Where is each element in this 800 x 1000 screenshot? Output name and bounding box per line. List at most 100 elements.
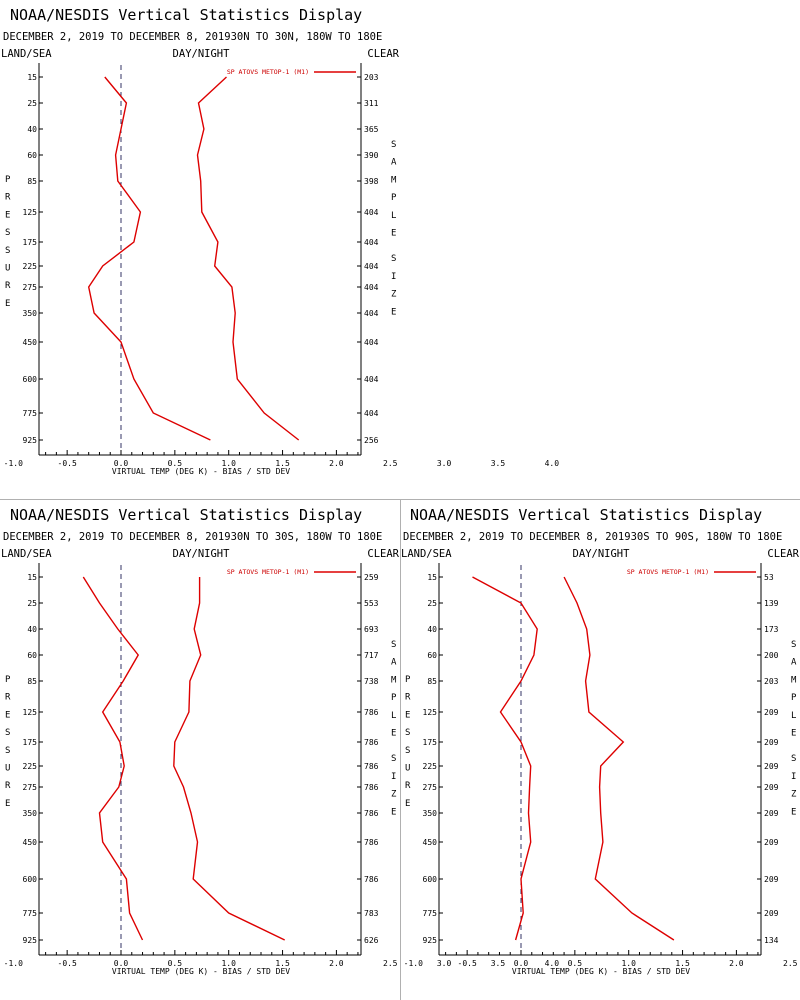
land-sea-label: LAND/SEA — [1, 48, 52, 60]
sample-size-label: 717 — [364, 651, 379, 660]
sample-size-axis-letter: E — [391, 729, 396, 739]
x-tick-label: 4.0 — [545, 959, 560, 968]
day-night-label: DAY/NIGHT — [173, 48, 231, 60]
sample-size-axis-letter: E — [391, 307, 396, 317]
sample-size-label: 209 — [764, 838, 779, 847]
sample-size-axis-letter: S — [391, 140, 396, 150]
sample-size-label: 783 — [364, 909, 379, 918]
x-tick-label: 2.0 — [729, 959, 744, 968]
x-tick-label: 1.0 — [221, 459, 236, 468]
x-tick-label: -1.0 — [404, 959, 423, 968]
x-tick-label: 3.0 — [437, 959, 452, 968]
std-dev-curve — [563, 576, 675, 941]
pressure-axis-letter: S — [405, 746, 410, 756]
pressure-tick-label: 85 — [27, 177, 37, 186]
clear-label: CLEAR — [367, 48, 399, 60]
pressure-tick-label: 25 — [27, 599, 37, 608]
sample-size-label: 200 — [764, 651, 779, 660]
pressure-tick-label: 225 — [423, 762, 438, 771]
sample-size-label: 404 — [364, 283, 379, 292]
legend-label: SP ATOVS METOP-1 (M1) — [227, 68, 309, 76]
pressure-axis-letter: U — [405, 764, 410, 774]
sample-size-label: 693 — [364, 625, 379, 634]
sample-size-axis-letter: M — [391, 675, 397, 685]
chart-subtitle: DECEMBER 2, 2019 TO DECEMBER 8, 201930S … — [403, 531, 782, 543]
sample-size-axis-letter: E — [391, 807, 396, 817]
x-tick-label: 1.5 — [675, 959, 690, 968]
pressure-tick-label: 450 — [23, 338, 38, 347]
pressure-tick-label: 60 — [27, 651, 37, 660]
x-tick-label: 2.0 — [329, 959, 344, 968]
std-dev-curve — [173, 577, 286, 941]
sample-size-axis-letter: S — [391, 640, 396, 650]
pressure-tick-label: 275 — [23, 283, 38, 292]
pressure-tick-label: 350 — [423, 809, 438, 818]
pressure-axis-letter: S — [5, 746, 10, 756]
sample-size-label: 404 — [364, 375, 379, 384]
pressure-tick-label: 925 — [23, 436, 38, 445]
pressure-axis-letter: E — [405, 710, 410, 720]
bias-curve — [82, 576, 144, 941]
pressure-tick-label: 350 — [23, 309, 38, 318]
sample-size-axis-letter: E — [391, 229, 396, 239]
pressure-axis-letter: U — [5, 264, 10, 274]
chart-title: NOAA/NESDIS Vertical Statistics Display — [410, 506, 762, 524]
sample-size-label: 553 — [364, 599, 379, 608]
sample-size-label: 786 — [364, 708, 379, 717]
chart-panel-1: NOAA/NESDIS Vertical Statistics Display D… — [1, 6, 559, 476]
pressure-tick-label: 25 — [27, 99, 37, 108]
sample-size-label: 139 — [764, 599, 779, 608]
day-night-label: DAY/NIGHT — [173, 548, 231, 560]
pressure-tick-label: 60 — [427, 651, 437, 660]
x-tick-label: 0.5 — [168, 459, 183, 468]
sample-size-axis-letter: L — [791, 711, 796, 721]
pressure-axis-letter: R — [5, 781, 11, 791]
x-tick-label: 4.0 — [545, 459, 560, 468]
pressure-axis-letter: E — [5, 799, 10, 809]
sample-size-axis-letter: S — [791, 640, 796, 650]
sample-size-axis-letter: P — [391, 693, 397, 703]
sample-size-label: 209 — [764, 809, 779, 818]
x-tick-label: 0.0 — [114, 459, 129, 468]
sample-size-label: 365 — [364, 125, 379, 134]
x-tick-label: 0.0 — [114, 959, 129, 968]
x-tick-label: 0.5 — [568, 959, 583, 968]
pressure-axis-letter: R — [5, 193, 11, 203]
pressure-tick-label: 60 — [27, 151, 37, 160]
x-tick-label: 1.5 — [275, 959, 290, 968]
sample-size-axis-letter: I — [791, 772, 796, 782]
pressure-tick-label: 775 — [23, 909, 38, 918]
sample-size-label: 203 — [364, 73, 379, 82]
pressure-tick-label: 40 — [27, 625, 37, 634]
x-tick-label: -0.5 — [58, 959, 77, 968]
pressure-tick-label: 775 — [23, 409, 38, 418]
pressure-tick-label: 175 — [423, 738, 438, 747]
sample-size-label: 786 — [364, 738, 379, 747]
x-tick-label: 0.5 — [168, 959, 183, 968]
x-tick-label: 2.0 — [329, 459, 344, 468]
sample-size-label: 209 — [764, 708, 779, 717]
sample-size-label: 134 — [764, 936, 779, 945]
x-tick-label: 3.0 — [437, 459, 452, 468]
pressure-tick-label: 85 — [427, 677, 437, 686]
pressure-tick-label: 350 — [23, 809, 38, 818]
x-axis-label: VIRTUAL TEMP (DEG K) - BIAS / STD DEV — [112, 467, 290, 476]
pressure-tick-label: 600 — [23, 875, 38, 884]
pressure-axis-letter: R — [405, 693, 411, 703]
pressure-tick-label: 275 — [23, 783, 38, 792]
sample-size-label: 404 — [364, 262, 379, 271]
pressure-tick-label: 40 — [427, 625, 437, 634]
x-tick-label: -0.5 — [458, 959, 477, 968]
pressure-tick-label: 600 — [423, 875, 438, 884]
std-dev-curve — [196, 76, 300, 441]
sample-size-axis-letter: Z — [391, 290, 397, 300]
sample-size-label: 209 — [764, 909, 779, 918]
x-tick-label: -1.0 — [4, 959, 23, 968]
sample-size-label: 173 — [764, 625, 779, 634]
pressure-axis-letter: P — [5, 675, 11, 685]
x-tick-label: 1.5 — [275, 459, 290, 468]
pressure-axis-letter: S — [5, 228, 10, 238]
sample-size-label: 398 — [364, 177, 379, 186]
x-tick-label: 1.0 — [621, 959, 636, 968]
sample-size-label: 256 — [364, 436, 379, 445]
